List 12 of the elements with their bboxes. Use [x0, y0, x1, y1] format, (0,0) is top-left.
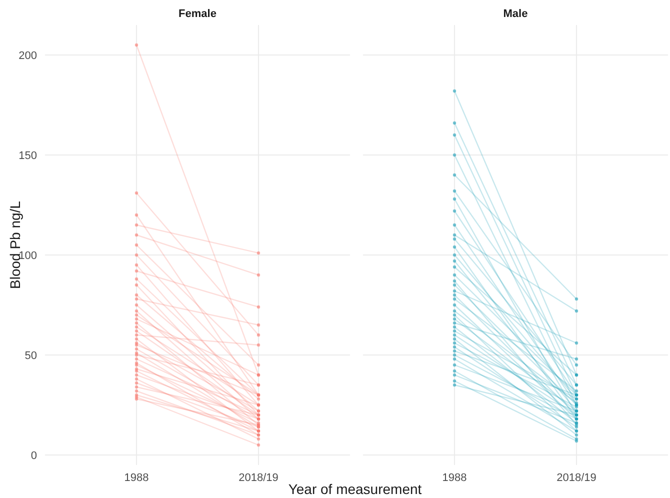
- x-tick-label: 1988: [124, 472, 149, 484]
- y-tick-label: 150: [18, 150, 37, 162]
- y-tick-label: 50: [24, 350, 37, 362]
- x-axis-title: Year of measurement: [288, 481, 422, 497]
- x-tick-label: 1988: [442, 472, 467, 484]
- y-tick-label: 100: [18, 250, 37, 262]
- chart-title: Female: [178, 8, 216, 20]
- x-tick-label: 2018/19: [556, 472, 596, 484]
- chart-title: Male: [503, 8, 528, 20]
- x-tick-label: 2018/19: [238, 472, 278, 484]
- y-tick-label: 0: [30, 450, 37, 462]
- y-tick-label: 200: [18, 50, 37, 62]
